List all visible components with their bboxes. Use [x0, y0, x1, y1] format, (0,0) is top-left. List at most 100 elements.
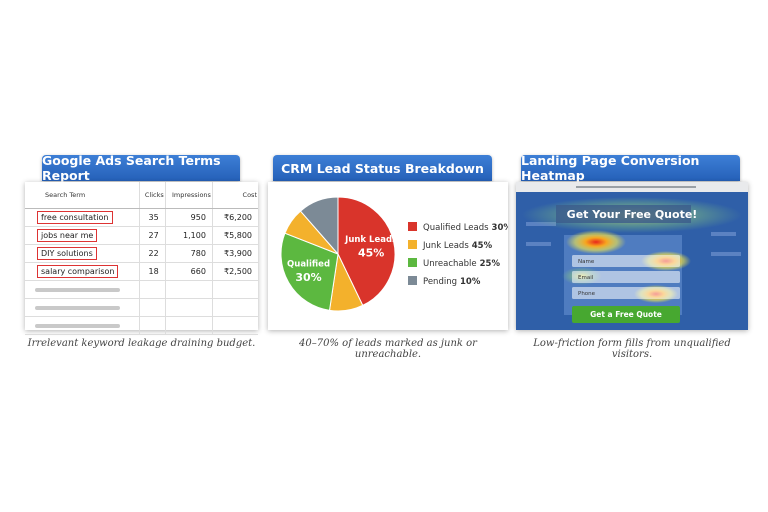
table-row: DIY solutions 22 780 ₹3,900	[25, 244, 258, 263]
table-cell: 660	[164, 262, 213, 281]
placeholder-cell	[211, 298, 258, 317]
panel-title: Landing Page Conversion Heatmap	[521, 153, 740, 183]
placeholder-cell	[138, 298, 166, 317]
column-header: Impressions	[164, 182, 213, 209]
table-cell: 1,100	[164, 226, 213, 245]
placeholder-row	[25, 298, 258, 317]
slice-label: Junk Leads	[344, 235, 397, 245]
table-row: free consultation 35 950 ₹6,200	[25, 208, 258, 227]
legend-entry: Pending 10%	[423, 277, 481, 287]
table-row: jobs near me 27 1,100 ₹5,800	[25, 226, 258, 245]
legend-swatch	[408, 240, 417, 249]
cell-value: 27	[148, 231, 159, 240]
headline: Get Your Free Quote!	[567, 208, 698, 221]
form-field	[572, 287, 680, 299]
placeholder-cell	[164, 298, 213, 317]
column-header: Search Term	[25, 182, 140, 209]
heatmap-card: Name Email Phone Get a Free Quote Get Your…	[516, 182, 748, 330]
placeholder-bar	[35, 323, 120, 328]
table-cell: 780	[164, 244, 213, 263]
column-header: Clicks	[138, 182, 166, 209]
placeholder-cell	[138, 280, 166, 299]
table-cell: 35	[138, 208, 166, 227]
slice-value: 30%	[295, 271, 321, 284]
placeholder-cell	[25, 316, 140, 335]
table-cell: DIY solutions	[25, 244, 140, 263]
placeholder-cell	[25, 280, 140, 299]
legend-name: Qualified Leads	[423, 223, 489, 233]
legend-name: Pending	[423, 277, 457, 287]
pie-slice	[337, 196, 396, 307]
placeholder-cell	[211, 280, 258, 299]
cell-value: ₹5,800	[224, 231, 252, 240]
caption: Irrelevant keyword leakage draining budg…	[27, 338, 256, 349]
keyword: DIY solutions	[37, 247, 97, 260]
legend-swatch	[408, 258, 417, 267]
form-field	[572, 271, 680, 283]
legend-value: 45%	[472, 241, 493, 251]
table-card: Search Term Clicks Impressions Cost free con…	[25, 182, 258, 335]
table-cell: 22	[138, 244, 166, 263]
placeholder-cell	[211, 316, 258, 335]
cell-value: ₹3,900	[224, 249, 252, 258]
cell-value: 660	[190, 267, 206, 276]
table-cell: ₹3,900	[211, 244, 258, 263]
slice-label: Qualified	[287, 260, 330, 270]
placeholder-cell	[164, 280, 213, 299]
field-label: Phone	[578, 291, 596, 297]
table-cell: free consultation	[25, 208, 140, 227]
placeholder-row	[25, 316, 258, 335]
table-cell: ₹2,500	[211, 262, 258, 281]
legend-entry: Junk Leads 45%	[422, 241, 493, 251]
form-field	[572, 255, 680, 267]
pie-card: Junk Leads 45% Qualified 30% Qualified Leads…	[268, 182, 512, 330]
keyword: salary comparison	[37, 265, 119, 278]
legend-value: 25%	[480, 259, 501, 269]
placeholder-cell	[164, 316, 213, 335]
table-cell: 950	[164, 208, 213, 227]
placeholder-bar	[35, 287, 120, 292]
table-cell: 18	[138, 262, 166, 281]
slice-value: 45%	[358, 246, 384, 259]
cta-button: Get a Free Quote	[590, 310, 662, 319]
search-terms-table: Search Term Clicks Impressions Cost free con…	[25, 182, 258, 335]
caption: 40–70% of leads marked as junk or unreac…	[299, 338, 477, 360]
table-cell: ₹6,200	[211, 208, 258, 227]
field-label: Name	[578, 259, 595, 265]
cell-value: 1,100	[183, 231, 206, 240]
table-cell: 27	[138, 226, 166, 245]
legend-value: 30%	[492, 223, 508, 233]
legend-entry: Unreachable 25%	[423, 259, 500, 269]
table-cell: ₹5,800	[211, 226, 258, 245]
cell-value: 18	[148, 267, 159, 276]
placeholder-row	[25, 280, 258, 299]
placeholder-cell	[138, 316, 166, 335]
placeholder-cell	[25, 298, 140, 317]
legend-name: Junk Leads	[422, 241, 469, 251]
cell-value: 950	[190, 213, 206, 222]
caption: Low-friction form fills from unqualified…	[533, 338, 731, 360]
field-label: Email	[578, 275, 594, 281]
legend-swatch	[408, 276, 417, 285]
table-row: salary comparison 18 660 ₹2,500	[25, 262, 258, 281]
legend-swatch	[408, 222, 417, 231]
placeholder-bar	[35, 305, 120, 310]
heatmap: Name Email Phone Get a Free Quote Get Your…	[516, 182, 748, 330]
pie-slice	[280, 232, 339, 311]
panel-title: CRM Lead Status Breakdown	[273, 155, 492, 181]
cell-value: ₹2,500	[224, 267, 252, 276]
legend-value: 10%	[460, 277, 481, 287]
legend-name: Unreachable	[423, 259, 477, 269]
panel-title: Google Ads Search Terms Report	[42, 153, 240, 183]
cell-value: 22	[148, 249, 159, 258]
table-cell: jobs near me	[25, 226, 140, 245]
keyword: jobs near me	[37, 229, 98, 242]
keyword: free consultation	[37, 211, 113, 224]
pie-slice	[299, 196, 339, 256]
cell-value: 35	[148, 213, 159, 222]
column-header: Cost	[211, 182, 258, 209]
table-cell: salary comparison	[25, 262, 140, 281]
